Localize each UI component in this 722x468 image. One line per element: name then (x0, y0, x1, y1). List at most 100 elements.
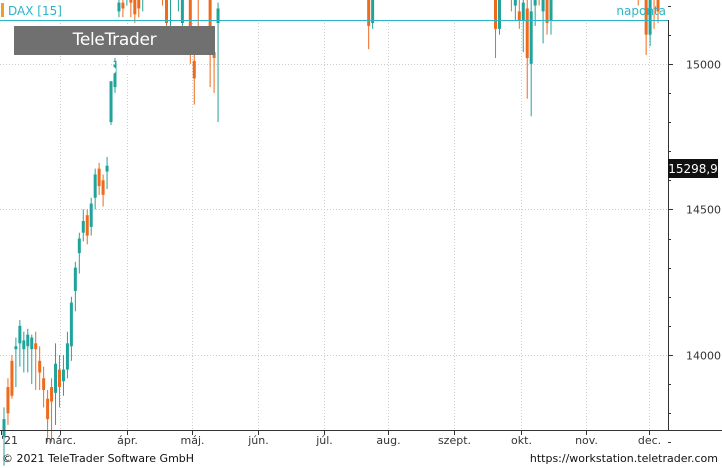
candle (142, 0, 144, 12)
website-link[interactable]: https://workstation.teletrader.com (529, 452, 718, 465)
x-tick-label: aug. (376, 434, 400, 447)
candle (109, 81, 113, 125)
candle (525, 0, 529, 99)
candle (177, 0, 179, 12)
y-tick-label: 14000 (686, 350, 721, 363)
candle-body (10, 360, 14, 396)
candle-body (101, 180, 105, 195)
candle-body (192, 60, 196, 79)
candle (38, 346, 42, 390)
candle-body (89, 203, 93, 227)
candle-body (117, 2, 121, 12)
x-tick-label: jún. (247, 434, 269, 447)
candle (126, 0, 128, 6)
candle (656, 0, 660, 24)
candle (101, 174, 105, 207)
candle (169, 0, 171, 29)
candle-body (129, 0, 133, 3)
candle (513, 0, 517, 21)
candle (541, 0, 545, 44)
candle (73, 261, 77, 312)
x-axis-ticks: '21 márc. ápr. máj. jún. júl. aug. szept. okt. no… (1, 430, 661, 447)
candle-body (644, 0, 648, 35)
last-price-box (668, 159, 718, 178)
logo-text-2: WorkStation (56, 59, 173, 79)
candle (648, 0, 652, 47)
candle-body (549, 0, 553, 21)
candle (549, 0, 553, 35)
candle (371, 0, 375, 29)
candle (42, 366, 46, 408)
y-tick-label: 15000 (686, 59, 721, 72)
candle (2, 407, 6, 466)
candle (18, 320, 22, 367)
candle (65, 331, 69, 379)
candle-body (367, 0, 371, 26)
candle-body (121, 2, 125, 9)
candle-body (212, 52, 216, 58)
candle (133, 0, 137, 24)
candle (497, 0, 501, 35)
candle-body (42, 378, 46, 390)
candle (644, 0, 648, 56)
candle-body (38, 360, 42, 373)
candle-body (97, 168, 101, 187)
x-tick-label: ápr. (117, 434, 138, 447)
candle-body (14, 346, 18, 350)
copyright-text: © 2021 TeleTrader Software GmbH (2, 452, 195, 465)
candle (93, 168, 97, 210)
candle (545, 0, 549, 35)
candle (77, 232, 81, 274)
candle-body (545, 0, 549, 24)
candle (367, 0, 371, 50)
candle (46, 389, 50, 443)
candle-body (22, 340, 26, 350)
candle (529, 0, 533, 117)
candle-body (105, 165, 109, 172)
x-tick-label: okt. (511, 434, 532, 447)
candle (113, 57, 117, 93)
candle (85, 209, 89, 245)
candle (180, 0, 184, 26)
x-tick-label: '21 (1, 434, 18, 447)
period-label[interactable]: naponta (616, 4, 666, 18)
candle (494, 0, 498, 58)
candle-body (6, 387, 10, 414)
candle (97, 162, 101, 195)
candle-body (81, 221, 85, 233)
candle (89, 197, 93, 236)
candle-body (525, 8, 529, 58)
candle-body (517, 11, 521, 21)
candle-body (2, 419, 6, 437)
candle-body (533, 0, 537, 6)
candle-body (34, 343, 38, 350)
candle (137, 0, 141, 18)
candle (81, 209, 85, 242)
candle (117, 0, 121, 18)
legend-label: DAX [15] (8, 4, 62, 18)
candle-body (656, 0, 660, 12)
candle-body (521, 2, 525, 21)
candle-body (529, 11, 533, 64)
candle (22, 331, 26, 373)
candle-body (77, 238, 81, 254)
candle (10, 355, 14, 399)
candle-body (26, 334, 30, 347)
candle-body (18, 325, 22, 344)
x-tick-label: júl. (315, 434, 333, 447)
candle-body (497, 0, 501, 29)
candle (192, 52, 196, 105)
candle (69, 296, 73, 361)
candle-body (180, 0, 184, 24)
legend-marker (1, 3, 4, 17)
x-tick-label: máj. (180, 434, 204, 447)
candle-body (137, 0, 141, 9)
candle (653, 0, 655, 29)
candle (533, 0, 537, 26)
last-price-marker: 15298,9 (668, 159, 718, 178)
candle (521, 0, 525, 53)
candle-body (371, 0, 375, 24)
candle-body (30, 337, 34, 350)
